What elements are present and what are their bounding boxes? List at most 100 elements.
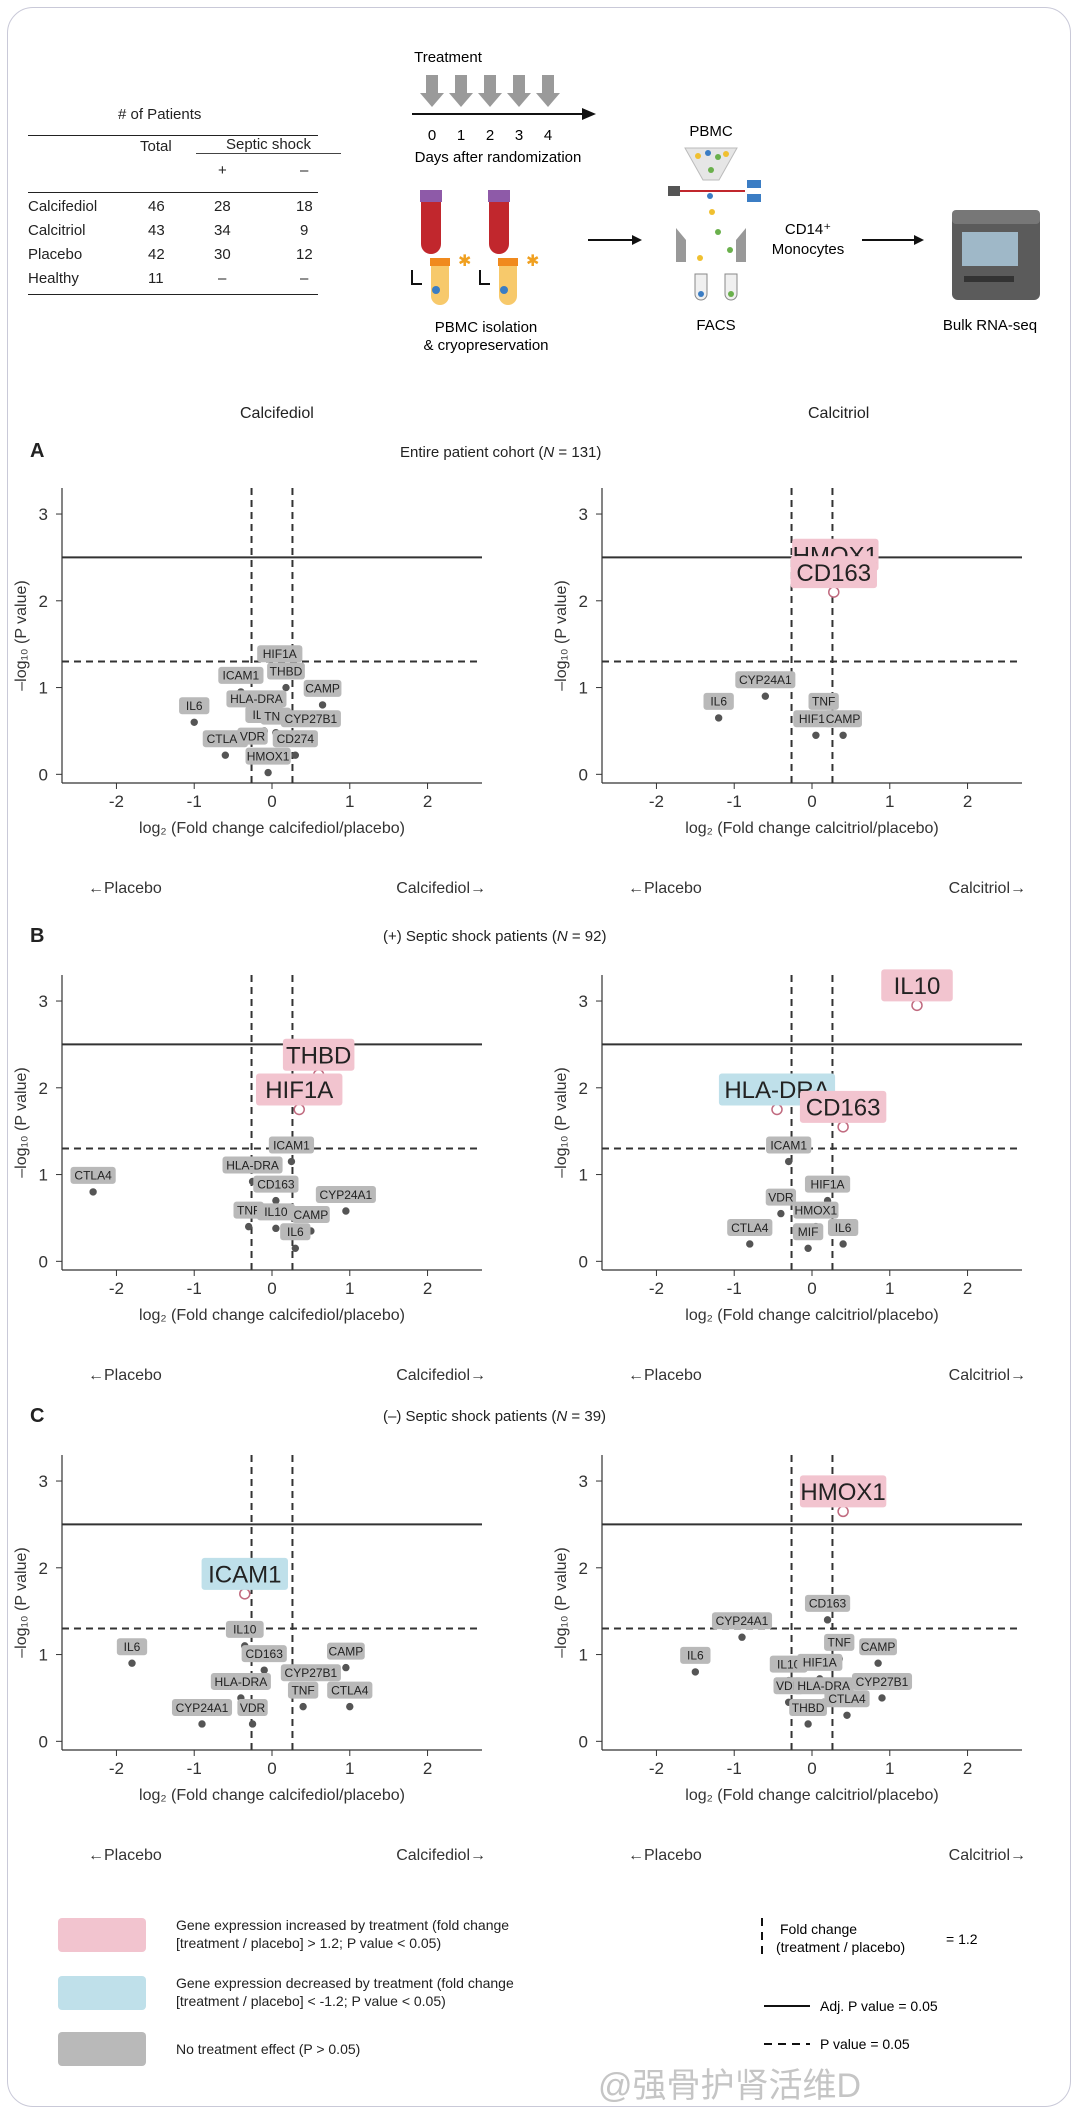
row-name: Healthy [28,270,79,287]
x-axis-label: log₂ (Fold change calcitriol/placebo) [685,820,938,837]
gene-label: CAMP [826,712,861,726]
y-tick-label: 3 [39,992,48,1011]
data-point [272,1196,280,1205]
gene-label-box [735,671,796,689]
gene-label-box [237,1698,268,1716]
x-tick-label: 1 [885,1759,894,1778]
x-tick-label: 0 [267,1759,276,1778]
x-tick-label: -1 [187,1279,202,1298]
gene-label-box [327,1642,365,1660]
y-tick-label: 0 [579,765,588,784]
y-axis-label: –log₁₀ (P value) [13,580,30,690]
gene-label: HLA-DRA [226,1158,279,1172]
pbmc-label: PBMC [689,123,733,140]
table-title: # of Patients [118,106,202,123]
x-tick-label: 0 [807,792,816,811]
gene-label: CAMP [329,1644,364,1658]
data-point [878,1694,886,1702]
bulk-rnaseq-label: Bulk RNA-seq [943,317,1037,334]
gene-label: IL10 [233,1623,257,1637]
gene-label: HIF1A [803,1656,837,1670]
facs-icon [668,147,761,301]
data-point [828,586,840,598]
gene-label: IL10 [894,973,941,1000]
panel-a-title: Entire patient cohort (N = 131) [400,444,602,461]
data-point [839,1240,847,1248]
y-axis-label: –log₁₀ (P value) [13,1067,30,1177]
row-total: 11 [148,270,164,287]
y-tick-label: 2 [579,1079,588,1098]
gene-label-box [179,697,210,715]
gene-label-box [253,1175,299,1193]
timeline-arrowhead [582,108,596,120]
gene-label: TNF [828,1636,851,1650]
y-tick-label: 0 [579,1252,588,1271]
gene-label: HLA-DRA [230,692,283,706]
svg-text:✱: ✱ [526,253,539,270]
gene-label-box [210,1672,271,1690]
y-axis-label: –log₁₀ (P value) [553,1547,570,1657]
gene-label: CD163 [806,1094,881,1121]
volcano-b-calcifediol: 0 1 2 3 -2 -1 0 1 2 –log₁₀ (P value) log₂ (Fold ch… [13,975,486,1384]
gene-label-box [824,710,862,728]
isolation-tube-icon: ✱ [411,253,471,305]
data-point [287,1157,296,1166]
gene-label-box [218,666,264,684]
data-point [812,731,820,739]
data-point [771,1103,783,1116]
gene-label: THBD [270,664,303,678]
blood-tube-icon [488,190,510,254]
legend-swatch-increased [58,1918,146,1952]
data-point [221,751,230,759]
gene-label-box [280,1223,311,1241]
day-2: 2 [486,127,494,144]
gene-label-box [257,645,303,663]
legend-lines: Fold change (treatment / placebo) = 1.2 … [761,1918,978,2052]
panel-c-title: (–) Septic shock patients (N = 39) [383,1408,607,1425]
data-point [291,751,300,759]
x-axis-label: log₂ (Fold change calcifediol/placebo) [139,820,405,837]
gene-label-box [789,1698,827,1716]
direction-treatment: Calcitriol→ [949,880,1026,897]
y-tick-label: 3 [579,505,588,524]
table-rule-mid [28,192,318,193]
data-point [342,1663,350,1672]
data-point [738,1633,746,1641]
y-tick-label: 1 [39,679,48,698]
day-3: 3 [515,127,523,144]
y-tick-label: 3 [39,505,48,524]
cd14-label: CD14⁺ [785,221,831,238]
gene-label: TNF [291,1683,314,1697]
data-point [260,1666,268,1674]
gene-label: ICAM1 [223,669,260,683]
x-tick-label: 1 [345,1759,354,1778]
row-minus: – [300,270,309,287]
gene-label-box [237,727,268,745]
gene-label: ICAM1 [273,1138,310,1152]
col-total: Total [140,138,172,155]
volcano-a-calcitriol: 0 1 2 3 -2 -1 0 1 2 –log₁₀ (P value) log₂ (Fold ch… [553,488,1026,897]
data-point [837,1121,849,1133]
gene-label: CD274 [277,732,315,746]
data-point [342,1207,350,1215]
direction-placebo: ←Placebo [628,1847,702,1864]
y-tick-label: 2 [39,592,48,611]
gene-label-box [256,1073,343,1106]
data-point [777,1209,785,1218]
data-point [746,1240,754,1248]
gene-label-box [793,1201,839,1219]
gene-label: CAMP [294,1208,329,1222]
data-point [804,1244,812,1253]
volcano-c-calcitriol: 0 1 2 3 -2 -1 0 1 2 –log₁₀ (P value) log₂ (Fold ch… [553,1455,1026,1864]
data-point [843,1711,851,1719]
gene-label-box [315,1186,376,1203]
gene-label: CYP27B1 [856,1675,909,1689]
flow-arrowhead [632,235,642,245]
watermark: @强骨护肾活维D [598,2067,862,2105]
direction-treatment: Calcifediol→ [396,1367,486,1384]
gene-label-box [680,1646,711,1664]
gene-label-box [792,1223,824,1241]
legend-increased: Gene expression increased by treatment (… [176,1917,510,1951]
gene-label-box [257,1203,295,1221]
y-tick-label: 2 [579,592,588,611]
